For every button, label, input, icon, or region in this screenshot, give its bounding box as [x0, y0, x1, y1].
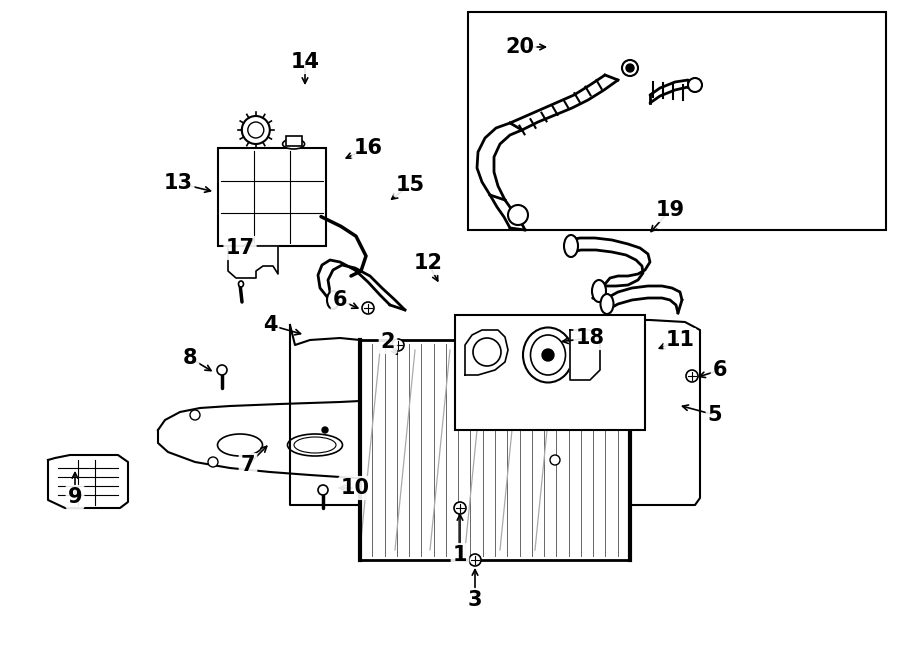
Circle shape	[626, 64, 634, 72]
Text: 18: 18	[575, 328, 605, 348]
Polygon shape	[228, 246, 278, 278]
Text: 10: 10	[340, 478, 370, 498]
Text: 9: 9	[68, 487, 82, 507]
Ellipse shape	[294, 437, 336, 453]
Text: 13: 13	[164, 173, 193, 193]
Text: 19: 19	[655, 200, 685, 220]
Circle shape	[217, 365, 227, 375]
Ellipse shape	[287, 434, 343, 456]
Polygon shape	[630, 320, 700, 505]
Circle shape	[688, 78, 702, 92]
Ellipse shape	[525, 447, 555, 463]
Circle shape	[208, 457, 218, 467]
Text: 16: 16	[354, 138, 382, 158]
Bar	[455, 315, 645, 430]
Circle shape	[392, 339, 404, 351]
Text: 17: 17	[226, 238, 255, 258]
Bar	[360, 340, 630, 560]
Ellipse shape	[523, 327, 573, 383]
Bar	[218, 148, 326, 246]
Text: 2: 2	[381, 332, 395, 352]
Text: 4: 4	[263, 315, 277, 335]
Text: 7: 7	[241, 455, 256, 475]
Text: 6: 6	[333, 290, 347, 310]
Text: 15: 15	[395, 175, 425, 195]
Circle shape	[454, 502, 466, 514]
Circle shape	[550, 455, 560, 465]
Text: 5: 5	[707, 405, 723, 425]
Ellipse shape	[600, 294, 614, 314]
Circle shape	[473, 338, 501, 366]
Circle shape	[622, 60, 638, 76]
Text: 20: 20	[506, 37, 535, 57]
Text: 1: 1	[453, 545, 467, 565]
Ellipse shape	[592, 280, 606, 302]
Circle shape	[542, 349, 554, 361]
Polygon shape	[290, 325, 360, 505]
Bar	[468, 12, 886, 230]
Ellipse shape	[218, 434, 263, 456]
Polygon shape	[570, 330, 600, 380]
Ellipse shape	[384, 441, 416, 455]
Text: 14: 14	[291, 52, 319, 72]
Ellipse shape	[377, 438, 422, 458]
Ellipse shape	[327, 291, 339, 309]
Circle shape	[248, 122, 264, 138]
Circle shape	[322, 427, 328, 433]
Polygon shape	[465, 330, 508, 375]
Bar	[285, 136, 302, 146]
Ellipse shape	[283, 139, 304, 149]
Ellipse shape	[460, 443, 500, 461]
Text: 3: 3	[468, 590, 482, 610]
Text: 8: 8	[183, 348, 197, 368]
Circle shape	[508, 205, 528, 225]
Text: 11: 11	[665, 330, 695, 350]
Text: 6: 6	[713, 360, 727, 380]
Circle shape	[469, 554, 481, 566]
Text: 12: 12	[413, 253, 443, 273]
Ellipse shape	[564, 235, 578, 257]
Circle shape	[242, 116, 270, 144]
Ellipse shape	[530, 335, 565, 375]
Polygon shape	[48, 455, 128, 508]
Circle shape	[535, 405, 545, 415]
Polygon shape	[158, 400, 570, 480]
Circle shape	[318, 485, 328, 495]
Circle shape	[190, 410, 200, 420]
Ellipse shape	[238, 281, 244, 287]
Circle shape	[362, 302, 374, 314]
Circle shape	[686, 370, 698, 382]
